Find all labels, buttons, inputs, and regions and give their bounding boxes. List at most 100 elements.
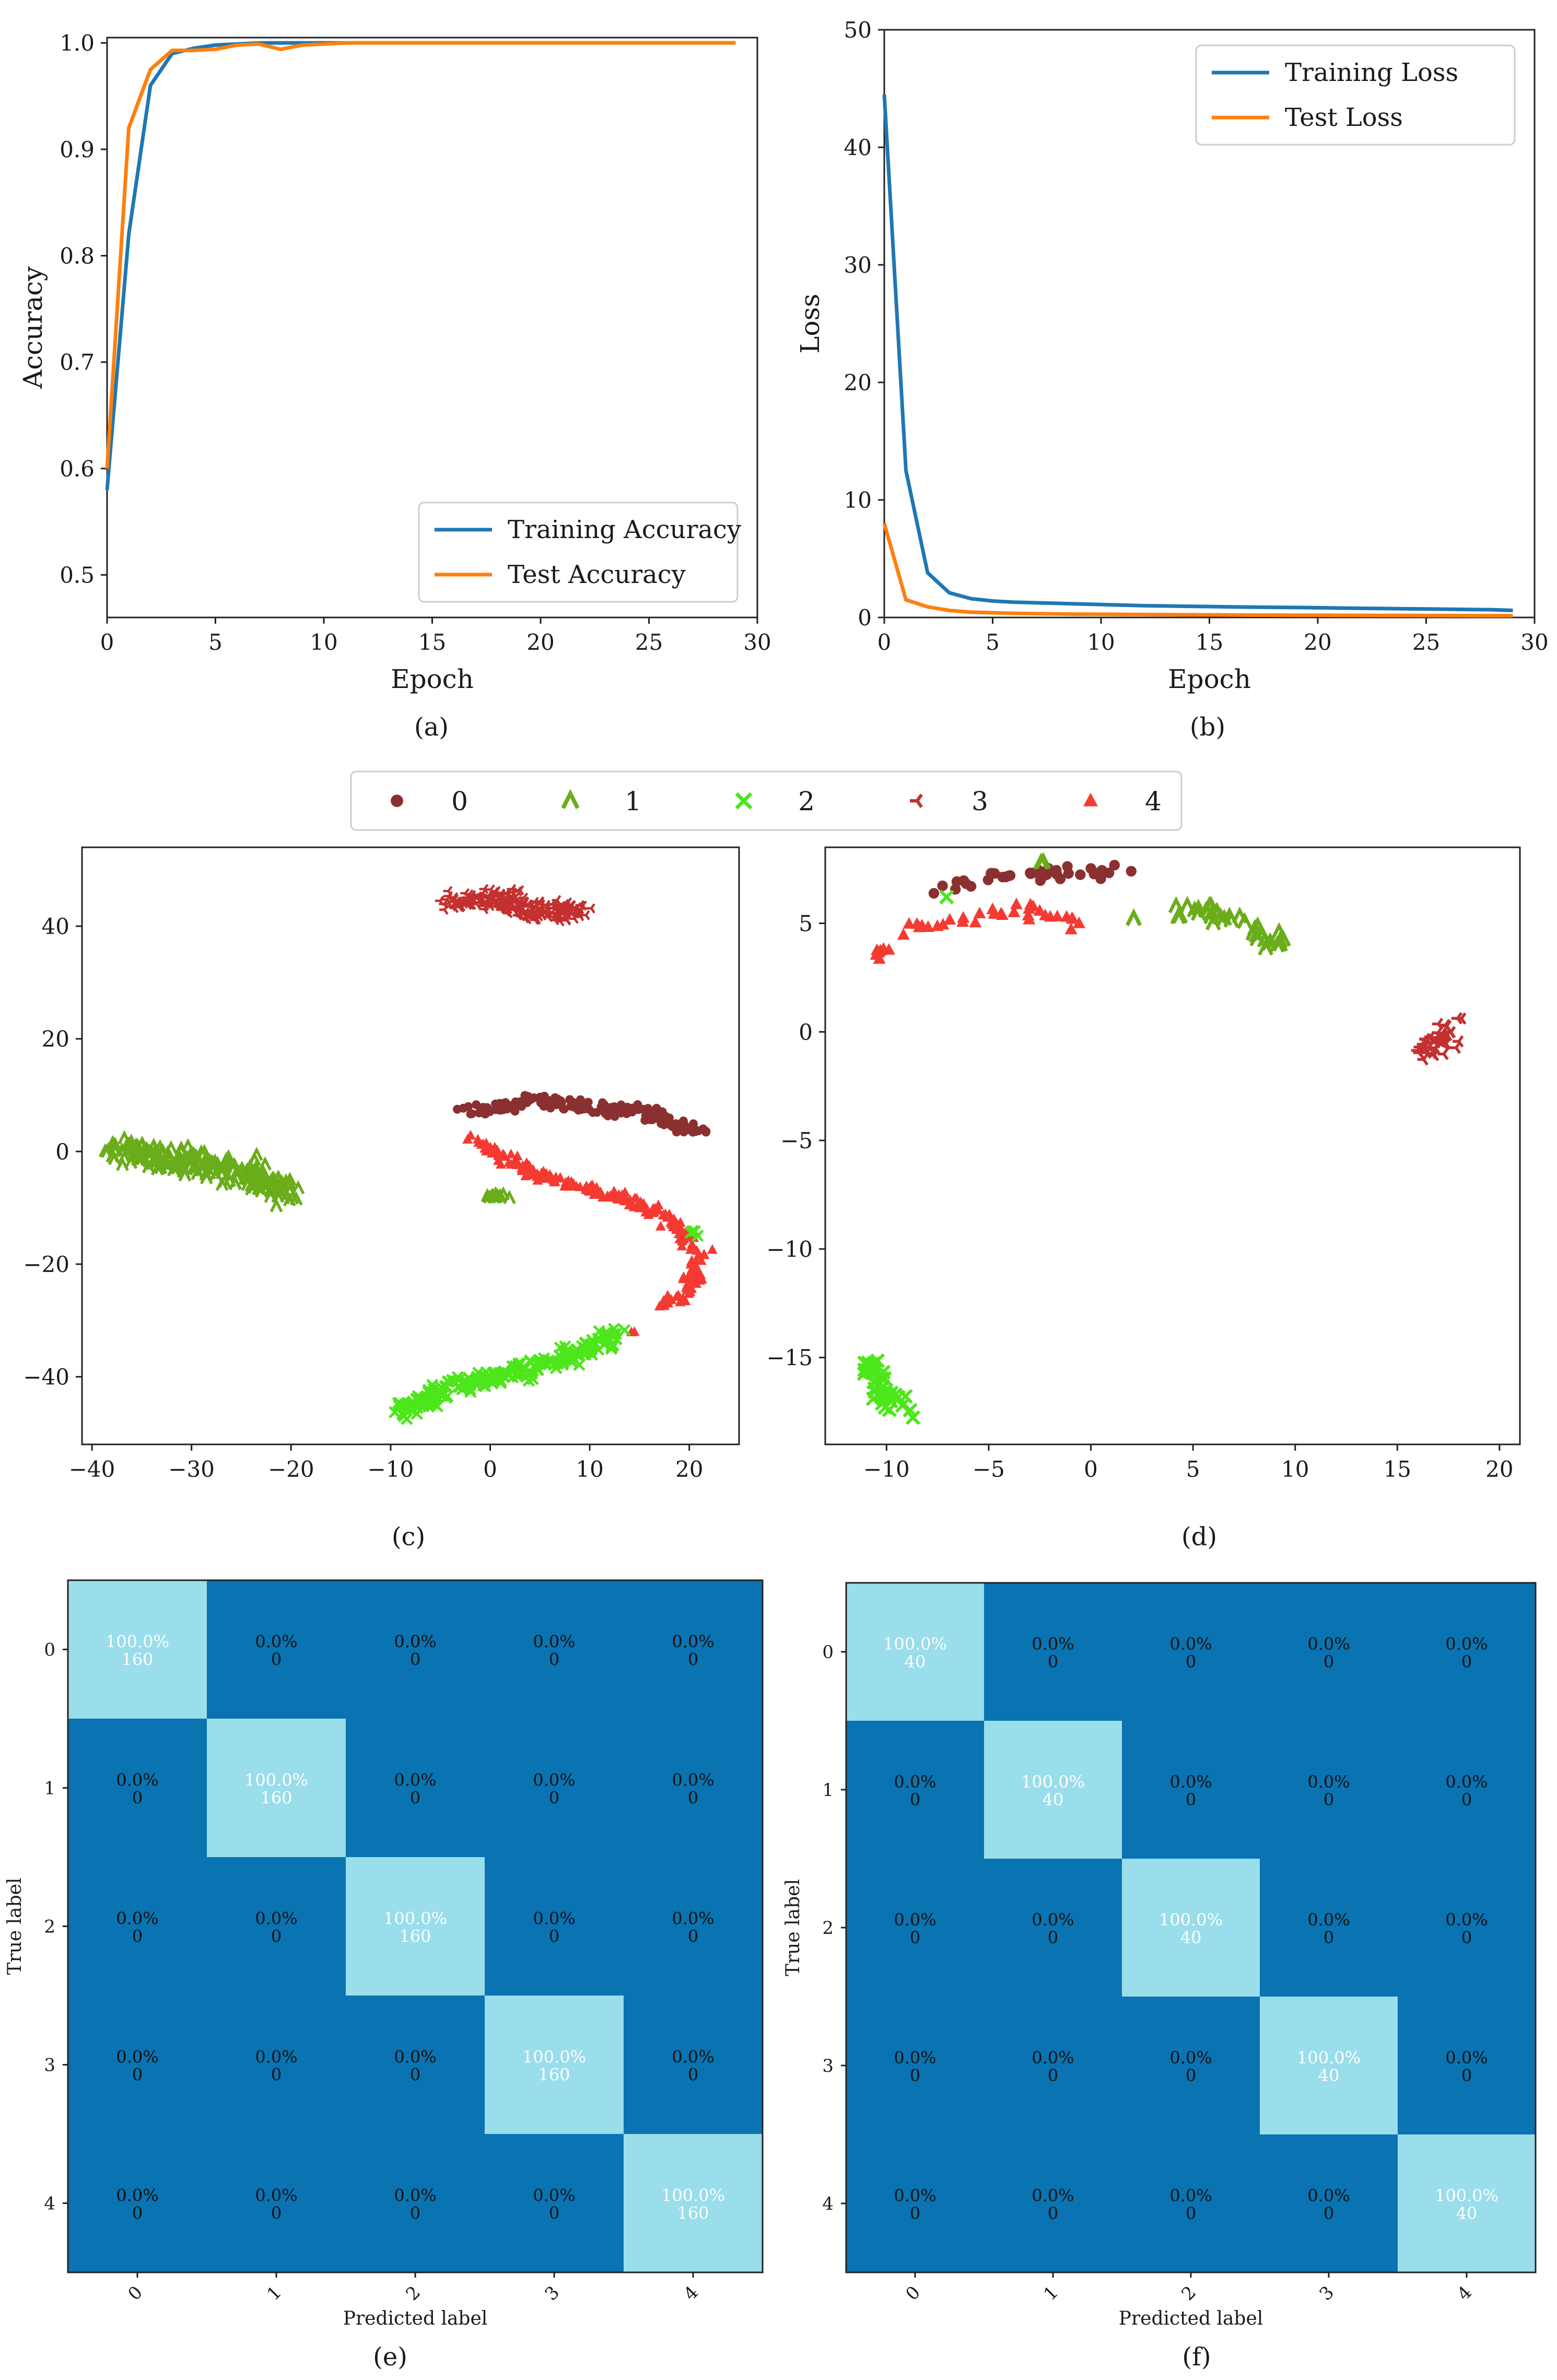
matrix-cell — [485, 1580, 624, 1719]
point-class-4 — [492, 1145, 503, 1154]
y-tick-label: 1.0 — [60, 30, 95, 56]
caption-b: (b) — [1190, 713, 1225, 742]
point-class-4 — [707, 1244, 718, 1254]
cell-count: 0 — [410, 2065, 420, 2085]
point-class-1 — [247, 1169, 261, 1183]
cell-count: 0 — [271, 1927, 282, 1946]
point-class-1 — [213, 1160, 226, 1175]
cell-count: 0 — [1461, 1790, 1472, 1810]
matrix-cell — [1398, 1583, 1536, 1721]
point-class-1 — [259, 1156, 272, 1171]
cell-count: 0 — [1461, 1652, 1472, 1672]
point-class-0 — [610, 1112, 619, 1121]
legend-label: Training Loss — [1285, 58, 1458, 87]
x-tick-label: 30 — [1520, 629, 1548, 655]
plot-frame — [824, 846, 1521, 1445]
caption-f: (f) — [1182, 2342, 1211, 2372]
point-class-0 — [1055, 873, 1066, 884]
matrix-cell — [68, 1719, 207, 1857]
x-axis-label: Epoch — [1168, 664, 1251, 694]
cell-count: 0 — [410, 2203, 420, 2223]
point-class-0 — [987, 868, 999, 879]
matrix-cell — [624, 1857, 763, 1996]
point-class-0 — [1103, 867, 1115, 879]
point-class-0 — [667, 1121, 676, 1130]
point-class-2 — [417, 1400, 430, 1413]
y-tick-label: 3 — [822, 2056, 834, 2076]
point-class-1 — [167, 1162, 181, 1176]
point-class-1 — [283, 1172, 297, 1186]
y-tick-label: −40 — [23, 1364, 69, 1390]
matrix-cell — [1260, 1997, 1398, 2134]
point-class-2 — [537, 1352, 551, 1364]
cell-percent: 100.0% — [1297, 2048, 1361, 2068]
point-class-4 — [619, 1186, 630, 1197]
point-class-4 — [560, 1177, 571, 1187]
legend-label: Test Loss — [1285, 103, 1403, 132]
cell-percent: 0.0% — [894, 1772, 936, 1792]
cell-count: 160 — [677, 2203, 709, 2223]
cell-percent: 0.0% — [1445, 2048, 1488, 2068]
cell-percent: 100.0% — [1435, 2186, 1499, 2206]
point-class-1 — [250, 1147, 263, 1161]
caption-e: (e) — [373, 2342, 407, 2372]
cell-count: 0 — [132, 1927, 143, 1946]
point-class-4 — [624, 1199, 635, 1209]
x-axis-label: Predicted label — [1119, 2308, 1263, 2329]
matrix-cell — [984, 1997, 1122, 2134]
point-class-2 — [452, 1374, 465, 1387]
point-class-4 — [1010, 897, 1023, 909]
x-tick-label: 1 — [263, 2282, 286, 2305]
y-tick-label: 0.9 — [60, 137, 95, 162]
point-class-1 — [230, 1165, 244, 1180]
cell-percent: 0.0% — [394, 2047, 436, 2067]
point-class-2 — [864, 1366, 880, 1381]
point-class-4 — [1023, 902, 1036, 914]
point-class-1 — [1033, 853, 1049, 870]
cell-count: 0 — [1324, 2203, 1334, 2223]
point-class-2 — [875, 1379, 891, 1394]
cell-percent: 0.0% — [255, 1632, 297, 1652]
point-class-4 — [698, 1249, 709, 1259]
cell-percent: 100.0% — [244, 1770, 308, 1790]
point-class-1 — [163, 1152, 177, 1166]
cell-count: 0 — [1048, 1652, 1058, 1672]
cell-percent: 0.0% — [1032, 2186, 1074, 2206]
cell-count: 0 — [688, 1788, 698, 1808]
x-tick-label: 10 — [310, 629, 337, 655]
cell-count: 0 — [132, 1788, 143, 1808]
point-class-3 — [489, 887, 499, 897]
cell-percent: 0.0% — [1307, 2186, 1350, 2206]
point-class-1 — [136, 1149, 150, 1164]
matrix-cell — [624, 1996, 763, 2134]
point-class-0 — [633, 1100, 642, 1110]
cell-count: 0 — [1186, 1790, 1196, 1810]
point-class-1 — [1216, 908, 1232, 926]
matrix-cell — [68, 1857, 207, 1996]
y-tick-label: 2 — [44, 1917, 55, 1938]
cell-count: 160 — [538, 2065, 570, 2085]
point-class-2 — [588, 1336, 600, 1348]
cell-percent: 0.0% — [1032, 1634, 1074, 1654]
point-class-1 — [206, 1154, 219, 1169]
matrix-cell — [624, 1580, 763, 1719]
point-class-0 — [598, 1098, 607, 1107]
point-class-3 — [1444, 1026, 1456, 1039]
point-class-1 — [98, 1143, 112, 1158]
matrix-cell — [846, 1721, 984, 1859]
y-tick-label: 40 — [844, 135, 872, 160]
point-class-1 — [124, 1142, 138, 1158]
point-class-4 — [675, 1296, 686, 1306]
point-class-0 — [511, 1098, 521, 1107]
point-class-3 — [451, 896, 461, 907]
point-class-4 — [903, 917, 916, 929]
point-class-0 — [684, 1124, 694, 1134]
point-class-3 — [462, 893, 472, 904]
point-class-0 — [472, 1100, 481, 1110]
point-class-4 — [687, 1242, 698, 1252]
point-class-0 — [657, 1119, 666, 1128]
cell-percent: 0.0% — [533, 1632, 575, 1652]
x-tick-label: 10 — [576, 1456, 603, 1482]
point-class-2 — [488, 1369, 500, 1382]
